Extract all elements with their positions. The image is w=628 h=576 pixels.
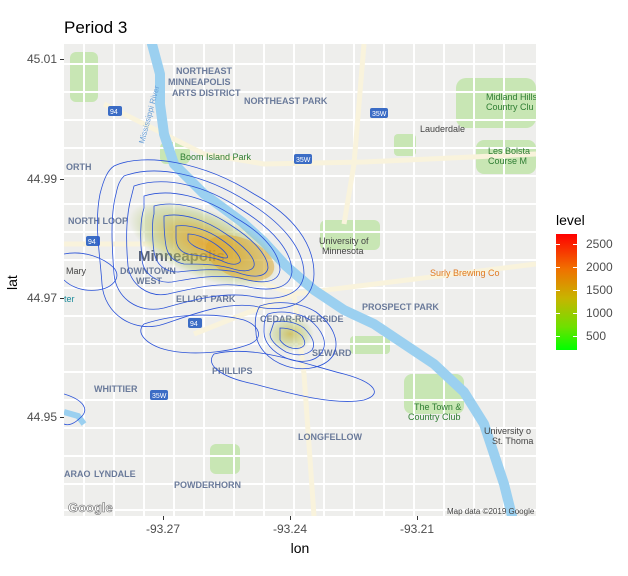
x-tick-label: -93.21 bbox=[399, 522, 435, 536]
place-downtown-west: WEST bbox=[136, 276, 163, 286]
place-st-thomas-2: St. Thoma bbox=[492, 436, 533, 446]
x-tick-label: -93.24 bbox=[272, 522, 308, 536]
density-contours bbox=[64, 159, 375, 426]
place-university-2: Minnesota bbox=[322, 246, 364, 256]
x-axis-label: lon bbox=[290, 540, 310, 556]
x-tick-label: -93.27 bbox=[145, 522, 181, 536]
place-town-country-2: Country Club bbox=[408, 412, 461, 422]
place-ne-mpls-1: NORTHEAST bbox=[176, 66, 233, 76]
x-tick-mark bbox=[290, 516, 291, 520]
svg-text:35W: 35W bbox=[372, 111, 387, 118]
legend-tick bbox=[573, 267, 577, 268]
google-logo: Google bbox=[68, 500, 113, 515]
legend-label: 1000 bbox=[586, 306, 613, 320]
place-boom-island: Boom Island Park bbox=[180, 152, 252, 162]
mississippi-river bbox=[147, 44, 517, 516]
y-tick-label: 44.97 bbox=[26, 291, 57, 305]
lake-edge bbox=[64, 409, 87, 426]
map-panel[interactable]: NORTHEAST MINNEAPOLIS ARTS DISTRICT NORT… bbox=[64, 44, 536, 516]
svg-text:94: 94 bbox=[190, 321, 198, 328]
legend-tick bbox=[573, 336, 577, 337]
place-arao: ARAO bbox=[64, 469, 91, 479]
map-canvas: NORTHEAST MINNEAPOLIS ARTS DISTRICT NORT… bbox=[64, 44, 536, 516]
place-powderhorn: POWDERHORN bbox=[174, 480, 241, 490]
legend-tick bbox=[573, 313, 577, 314]
place-st-thomas-1: University o bbox=[484, 426, 531, 436]
place-north: ORTH bbox=[66, 162, 92, 172]
place-mary: Mary bbox=[66, 266, 86, 276]
map-attribution: Map data ©2019 Google bbox=[447, 507, 535, 516]
x-tick-mark bbox=[163, 516, 164, 520]
legend-label: 500 bbox=[586, 329, 607, 343]
place-town-country-1: The Town & bbox=[414, 402, 461, 412]
y-tick-mark bbox=[60, 417, 64, 418]
place-northeast-park: NORTHEAST PARK bbox=[244, 96, 328, 106]
place-lauderdale: Lauderdale bbox=[420, 124, 465, 134]
place-downtown: DOWNTOWN bbox=[120, 266, 176, 276]
place-university-1: University of bbox=[319, 236, 369, 246]
place-whittier: WHITTIER bbox=[94, 384, 138, 394]
chart-title: Period 3 bbox=[64, 18, 128, 37]
y-tick-mark bbox=[60, 298, 64, 299]
highway-shields: 94 35W 35W 94 94 35W bbox=[86, 106, 388, 400]
place-ne-mpls-2: MINNEAPOLIS bbox=[168, 77, 231, 87]
y-tick-mark bbox=[60, 59, 64, 60]
place-surly: Surly Brewing Co bbox=[430, 268, 500, 278]
place-les-bolstad-2: Course M bbox=[488, 156, 527, 166]
place-midland-hills-2: Country Clu bbox=[486, 102, 534, 112]
place-seward: SEWARD bbox=[312, 348, 352, 358]
legend-colorbar bbox=[556, 234, 577, 350]
x-tick-mark bbox=[417, 516, 418, 520]
legend-title: level bbox=[556, 212, 585, 228]
density-hotspot-secondary bbox=[266, 316, 314, 352]
legend-label: 2500 bbox=[586, 237, 613, 251]
place-ne-mpls-3: ARTS DISTRICT bbox=[172, 88, 241, 98]
svg-text:94: 94 bbox=[88, 239, 96, 246]
y-axis-label: lat bbox=[4, 275, 20, 290]
place-prospect-park: PROSPECT PARK bbox=[362, 302, 439, 312]
place-longfellow: LONGFELLOW bbox=[298, 432, 362, 442]
y-tick-mark bbox=[60, 179, 64, 180]
legend-tick bbox=[556, 313, 560, 314]
legend-tick bbox=[556, 290, 560, 291]
place-north-loop: NORTH LOOP bbox=[68, 216, 128, 226]
legend-label: 2000 bbox=[586, 260, 613, 274]
place-elliot-park: ELLIOT PARK bbox=[176, 294, 236, 304]
legend-tick bbox=[573, 290, 577, 291]
place-phillips: PHILLIPS bbox=[212, 366, 253, 376]
legend-tick bbox=[556, 244, 560, 245]
svg-text:35W: 35W bbox=[152, 393, 167, 400]
svg-text:35W: 35W bbox=[296, 157, 311, 164]
density-hotspot-main bbox=[128, 200, 280, 288]
legend-label: 1500 bbox=[586, 283, 613, 297]
svg-text:94: 94 bbox=[110, 109, 118, 116]
legend-tick bbox=[573, 244, 577, 245]
legend-tick bbox=[556, 336, 560, 337]
place-lyndale: LYNDALE bbox=[94, 469, 136, 479]
place-les-bolstad: Les Bolsta bbox=[488, 146, 530, 156]
place-ter: ter bbox=[64, 294, 75, 304]
legend-tick bbox=[556, 267, 560, 268]
y-tick-label: 45.01 bbox=[26, 52, 57, 66]
y-tick-label: 44.99 bbox=[26, 172, 57, 186]
place-midland-hills: Midland Hills bbox=[486, 92, 536, 102]
y-tick-label: 44.95 bbox=[26, 410, 57, 424]
